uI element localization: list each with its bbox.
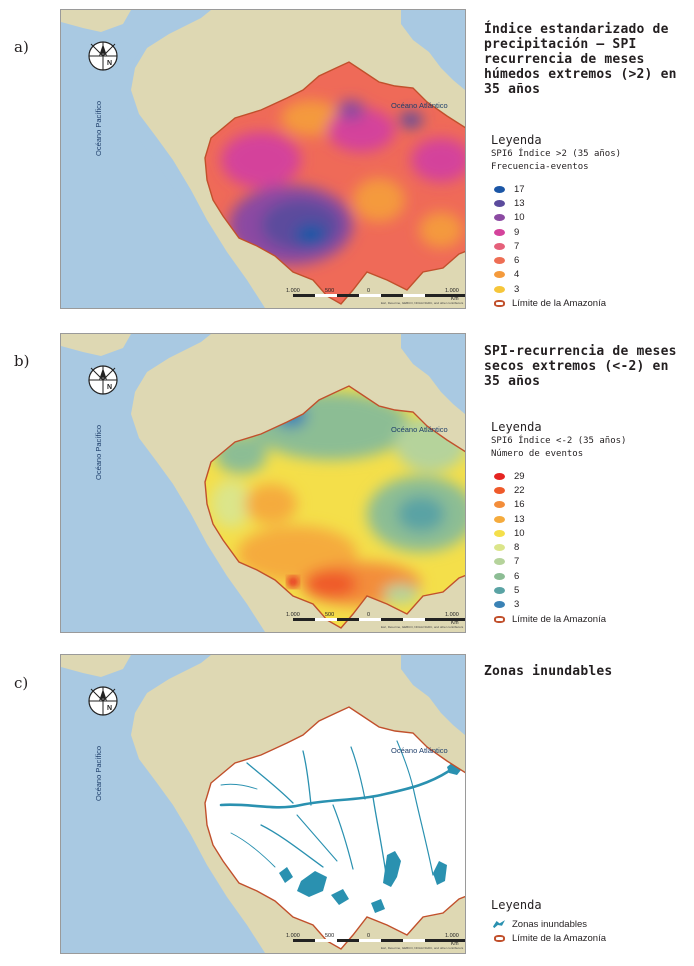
- svg-text:500: 500: [325, 288, 334, 294]
- legend-item: 16: [491, 498, 691, 512]
- north-label: N: [107, 384, 112, 391]
- legend-subtitle-2: Frecuencia-eventos: [491, 162, 589, 172]
- legend-boundary: Límite de la Amazonía: [491, 296, 691, 310]
- scale-bar: 1.000 500 0 1.000 Km Esri, DeLorme, GEBC…: [286, 612, 465, 629]
- legend-subtitle: SPI6 Índice >2 (35 años): [491, 149, 622, 159]
- legend-item: 6: [491, 253, 691, 267]
- map-c: N Océano Pacífico Océano Atlántico 1.000…: [60, 654, 466, 954]
- legend-item: 4: [491, 268, 691, 282]
- credits: Esri, DeLorme, GEBCO, NOAA NGDC, and oth…: [381, 301, 464, 305]
- legend-subtitle: SPI6 Índice <-2 (35 años): [491, 436, 627, 446]
- legend-title: Leyenda: [491, 133, 542, 147]
- credits: Esri, DeLorme, GEBCO, NOAA NGDC, and oth…: [381, 625, 464, 629]
- atlantic-label: Océano Atlántico: [391, 101, 448, 110]
- legend-item: 10: [491, 211, 691, 225]
- svg-text:0: 0: [367, 288, 370, 294]
- panel-c-letter: c): [14, 674, 29, 692]
- credits: Esri, DeLorme, GEBCO, NOAA NGDC, and oth…: [381, 946, 464, 950]
- map-b: N Océano Pacífico Océano Atlántico 1.000…: [60, 333, 466, 633]
- legend-item: 17: [491, 182, 691, 196]
- legend-title: Leyenda: [491, 898, 542, 912]
- legend-boundary: Límite de la Amazonía: [491, 931, 691, 945]
- north-label: N: [107, 60, 112, 67]
- svg-text:1.000: 1.000: [286, 612, 300, 618]
- panel-a-letter: a): [14, 38, 29, 56]
- atlantic-label: Océano Atlántico: [391, 425, 448, 434]
- legend-flood: Zonas inundables: [491, 917, 691, 931]
- svg-text:1.000: 1.000: [445, 933, 459, 939]
- legend-item: 3: [491, 598, 691, 612]
- panel-b-legend: Leyenda SPI6 Índice <-2 (35 años) Número…: [491, 420, 691, 626]
- north-arrow-icon: [88, 41, 118, 71]
- scale-bar: 1.000 500 0 1.000 Km Esri, DeLorme, GEBC…: [286, 288, 465, 305]
- legend-item: 3: [491, 282, 691, 296]
- north-arrow-icon: [88, 686, 118, 716]
- legend-item: 13: [491, 512, 691, 526]
- panel-a-legend: Leyenda SPI6 Índice >2 (35 años) Frecuen…: [491, 133, 691, 311]
- pacific-label: Océano Pacífico: [94, 746, 103, 801]
- north-label: N: [107, 705, 112, 712]
- legend-item: 8: [491, 540, 691, 554]
- svg-text:Km: Km: [451, 296, 459, 302]
- panel-c-title: Zonas inundables: [484, 664, 613, 679]
- pacific-label: Océano Pacífico: [94, 101, 103, 156]
- legend-item: 29: [491, 469, 691, 483]
- legend-item: 6: [491, 569, 691, 583]
- legend-item: 10: [491, 526, 691, 540]
- svg-text:Km: Km: [451, 620, 459, 626]
- pacific-label: Océano Pacífico: [94, 425, 103, 480]
- panel-b-letter: b): [14, 352, 30, 370]
- legend-subtitle-2: Número de eventos: [491, 449, 584, 459]
- panel-a-title: Índice estandarizado de precipitación – …: [484, 22, 677, 97]
- svg-text:0: 0: [367, 612, 370, 618]
- svg-text:1.000: 1.000: [445, 288, 459, 294]
- north-arrow-icon: [88, 365, 118, 395]
- scale-bar: 1.000 500 0 1.000 Km Esri, DeLorme, GEBC…: [286, 933, 465, 950]
- svg-text:500: 500: [325, 612, 334, 618]
- legend-item: 9: [491, 225, 691, 239]
- legend-title: Leyenda: [491, 420, 542, 434]
- legend-boundary: Límite de la Amazonía: [491, 612, 691, 626]
- svg-text:1.000: 1.000: [286, 933, 300, 939]
- svg-text:500: 500: [325, 933, 334, 939]
- svg-text:Km: Km: [451, 941, 459, 947]
- svg-text:1.000: 1.000: [445, 612, 459, 618]
- svg-text:0: 0: [367, 933, 370, 939]
- legend-item: 5: [491, 583, 691, 597]
- legend-item: 22: [491, 483, 691, 497]
- atlantic-label: Océano Atlántico: [391, 746, 448, 755]
- svg-text:1.000: 1.000: [286, 288, 300, 294]
- legend-item: 13: [491, 196, 691, 210]
- map-a: N Océano Pacífico Océano Atlántico 1.000…: [60, 9, 466, 309]
- panel-c-legend: Leyenda Zonas inundables Límite de la Am…: [491, 898, 691, 946]
- panel-b-title: SPI-recurrencia de meses secos extremos …: [484, 344, 677, 389]
- legend-item: 7: [491, 555, 691, 569]
- legend-item: 7: [491, 239, 691, 253]
